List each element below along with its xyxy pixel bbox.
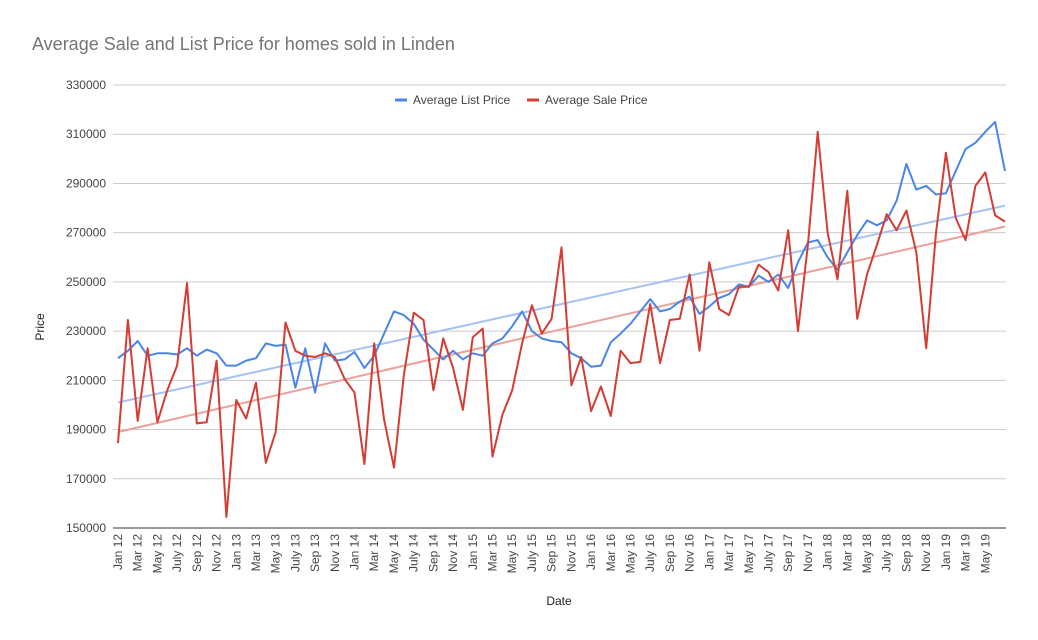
x-tick-label: July 14 xyxy=(407,534,421,572)
x-tick-label: July 18 xyxy=(880,534,894,572)
x-tick-label: May 16 xyxy=(623,534,637,574)
x-tick-label: Nov 13 xyxy=(328,534,342,572)
x-tick-label: July 12 xyxy=(170,534,184,572)
y-tick-label: 210000 xyxy=(66,373,106,387)
y-tick-label: 170000 xyxy=(66,472,106,486)
x-tick-label: Nov 14 xyxy=(446,534,460,572)
y-tick-label: 270000 xyxy=(66,226,106,240)
x-tick-label: Jan 17 xyxy=(702,534,716,570)
x-tick-label: Sep 14 xyxy=(426,534,440,572)
trendline-list xyxy=(117,204,1006,404)
x-tick-label: Jan 19 xyxy=(939,534,953,570)
x-tick-label: Sep 15 xyxy=(545,534,559,572)
x-tick-label: Sep 18 xyxy=(899,534,913,572)
x-tick-label: Sep 13 xyxy=(308,534,322,572)
y-tick-label: 330000 xyxy=(66,78,106,92)
x-axis-title: Date xyxy=(546,594,572,608)
x-tick-label: May 15 xyxy=(505,534,519,574)
x-tick-label: Sep 12 xyxy=(190,534,204,572)
y-tick-label: 310000 xyxy=(66,127,106,141)
legend-label-sale: Average Sale Price xyxy=(545,93,648,107)
chart-title: Average Sale and List Price for homes so… xyxy=(32,34,455,54)
x-tick-label: Jan 15 xyxy=(466,534,480,570)
y-tick-label: 290000 xyxy=(66,176,106,190)
x-tick-label: May 14 xyxy=(387,534,401,574)
x-tick-label: May 12 xyxy=(150,534,164,574)
trendlines xyxy=(117,204,1006,433)
gridlines xyxy=(113,84,1006,529)
x-tick-label: Sep 16 xyxy=(663,534,677,572)
x-tick-label: May 18 xyxy=(860,534,874,574)
y-tick-label: 150000 xyxy=(66,521,106,535)
x-axis-ticks: Jan 12 Mar 12 May 12 July 12 Sep 12 Nov 12 Jan… xyxy=(111,534,992,574)
x-tick-label: Mar 19 xyxy=(959,534,973,572)
x-tick-label: Mar 17 xyxy=(722,534,736,572)
series-lines xyxy=(117,120,1006,518)
y-axis-title: Price xyxy=(33,313,47,341)
x-tick-label: July 13 xyxy=(288,534,302,572)
y-tick-label: 230000 xyxy=(66,324,106,338)
x-tick-label: Nov 18 xyxy=(919,534,933,572)
x-tick-label: Mar 16 xyxy=(604,534,618,572)
x-tick-label: Jan 14 xyxy=(348,534,362,570)
x-tick-label: Nov 16 xyxy=(683,534,697,572)
x-tick-label: Jan 13 xyxy=(229,534,243,570)
x-tick-label: Mar 13 xyxy=(249,534,263,572)
x-tick-label: Jan 12 xyxy=(111,534,125,570)
x-tick-label: Mar 18 xyxy=(840,534,854,572)
x-tick-label: Mar 14 xyxy=(367,534,381,572)
series-line-list xyxy=(117,120,1006,394)
trendline-sale xyxy=(117,225,1006,433)
x-tick-label: Nov 15 xyxy=(564,534,578,572)
y-tick-label: 190000 xyxy=(66,423,106,437)
x-tick-label: May 17 xyxy=(742,534,756,574)
x-tick-label: July 16 xyxy=(643,534,657,572)
y-axis-ticks: 150000 170000 190000 210000 230000 250000 2700… xyxy=(66,78,106,535)
legend: Average List Price Average Sale Price xyxy=(395,93,648,107)
series-line-sale xyxy=(117,130,1006,518)
x-tick-label: May 19 xyxy=(978,534,992,574)
x-tick-label: Nov 17 xyxy=(801,534,815,572)
y-tick-label: 250000 xyxy=(66,275,106,289)
x-tick-label: Sep 17 xyxy=(781,534,795,572)
x-tick-label: Mar 15 xyxy=(486,534,500,572)
legend-label-list: Average List Price xyxy=(413,93,510,107)
x-tick-label: Mar 12 xyxy=(131,534,145,572)
x-tick-label: Jan 16 xyxy=(584,534,598,570)
x-tick-label: May 13 xyxy=(269,534,283,574)
x-tick-label: Jan 18 xyxy=(821,534,835,570)
x-tick-label: Nov 12 xyxy=(210,534,224,572)
x-tick-label: July 17 xyxy=(761,534,775,572)
x-tick-label: July 15 xyxy=(525,534,539,572)
